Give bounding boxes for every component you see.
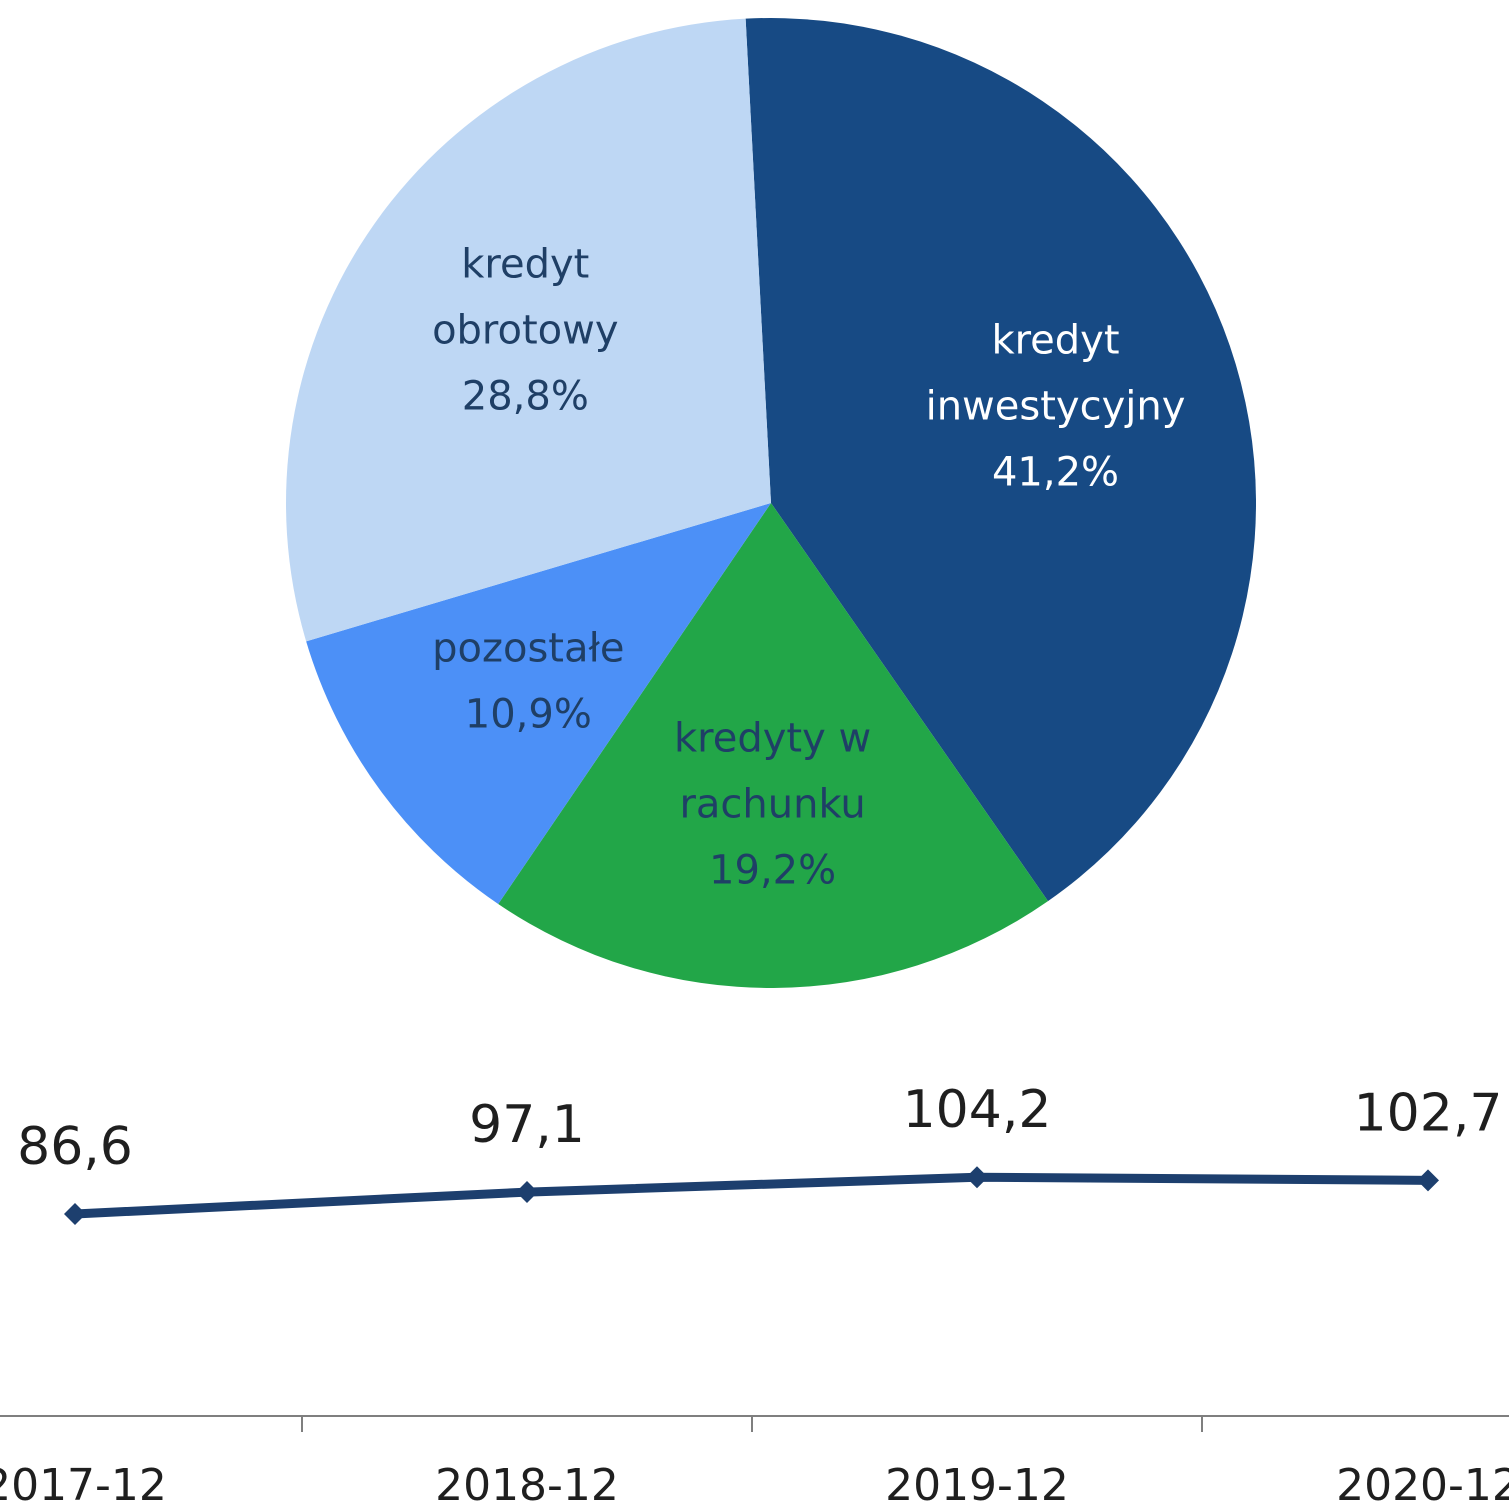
line-data-label: 97,1 xyxy=(469,1095,585,1155)
line-point-marker xyxy=(966,1166,988,1189)
line-data-label: 102,7 xyxy=(1354,1083,1503,1143)
line-series xyxy=(70,1172,1433,1219)
pie-slice xyxy=(286,18,771,642)
pie-slice-label: pozostałe 10,9% xyxy=(432,626,624,738)
line-point-marker xyxy=(1417,1169,1439,1192)
pie-slice-label: kredyt inwestycyjny 41,2% xyxy=(926,318,1186,496)
line-point-marker xyxy=(64,1203,86,1225)
line-data-label: 104,2 xyxy=(903,1080,1052,1140)
pie-chart: kredyt inwestycyjny 41,2% kredyty w rachunku… xyxy=(286,17,1257,989)
pie-slice xyxy=(498,503,1048,989)
line-point-marker xyxy=(516,1181,538,1204)
x-tick-label: 2020-12 xyxy=(1336,1460,1509,1505)
pie-slice-label: kredyt obrotowy 28,8% xyxy=(432,242,618,420)
line-chart: 86,6 97,1 104,2 102,7 2017-12 2018-12 2019-12 2… xyxy=(0,1080,1509,1505)
line-data-label: 86,6 xyxy=(17,1117,133,1177)
x-tick-label: 2018-12 xyxy=(435,1460,619,1505)
pie-slice xyxy=(306,503,771,905)
pie-slice-label: kredyty w rachunku 19,2% xyxy=(674,716,871,894)
x-tick-label: 2019-12 xyxy=(885,1460,1069,1505)
pie-slice xyxy=(745,17,1257,902)
x-tick-label: 2017-12 xyxy=(0,1460,167,1505)
